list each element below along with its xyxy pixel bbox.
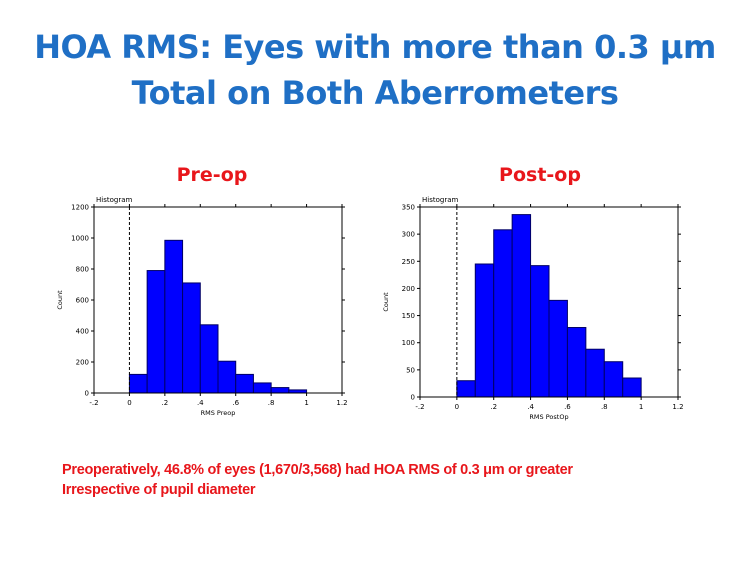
y-tick-label: 50 (406, 366, 415, 374)
histogram-bar (493, 229, 513, 398)
y-tick-label: 400 (76, 328, 89, 336)
x-tick-label: -.2 (89, 399, 98, 407)
x-tick-label: 0 (127, 399, 131, 407)
y-tick-label: 0 (85, 390, 89, 398)
slide-title-line2: Total on Both Aberrometers (131, 74, 619, 112)
x-tick-label: .4 (197, 399, 204, 407)
x-tick-label: 0 (455, 403, 459, 411)
y-tick-label: 300 (402, 231, 415, 239)
post-op-label: Post-op (499, 164, 581, 186)
x-tick-label: 1 (639, 403, 643, 411)
y-axis-label: Count (382, 292, 390, 312)
x-tick-label: 1.2 (336, 399, 347, 407)
histogram-bar (530, 265, 550, 398)
histogram-bar (622, 377, 642, 398)
x-axis-label: RMS Preop (201, 409, 236, 417)
y-tick-label: 1000 (71, 235, 89, 243)
pre-op-label: Pre-op (176, 164, 248, 186)
histogram-bar (252, 382, 272, 394)
histogram-bar (548, 299, 568, 398)
histogram-bar (270, 387, 290, 394)
plot-frame (419, 206, 679, 398)
histogram-bar (146, 270, 166, 394)
y-tick-label: 250 (402, 258, 415, 266)
slide-title: HOA RMS: Eyes with more than 0.3 μm Tota… (0, 24, 750, 116)
histogram-bar (199, 324, 219, 394)
x-tick-label: 1.2 (672, 403, 683, 411)
histogram-caption: Histogram (422, 196, 458, 204)
y-tick-label: 100 (402, 339, 415, 347)
y-axis-label: Count (56, 290, 64, 310)
histogram-bar (566, 327, 587, 398)
x-axis-label: RMS PostOp (529, 413, 568, 421)
histogram-bar (128, 373, 148, 394)
x-tick-label: .6 (232, 399, 239, 407)
note-line2: Irrespective of pupil diameter (62, 482, 256, 498)
histogram-bar (235, 373, 254, 394)
x-tick-label: .6 (564, 403, 571, 411)
histogram-bar (511, 214, 532, 398)
histogram-bar (603, 361, 624, 398)
y-tick-label: 600 (76, 297, 89, 305)
note-line1: Preoperatively, 46.8% of eyes (1,670/3,5… (62, 462, 573, 478)
histogram-bar (474, 263, 495, 398)
x-tick-label: 1 (304, 399, 308, 407)
x-tick-label: .2 (490, 403, 497, 411)
x-tick-label: .2 (162, 399, 169, 407)
y-tick-label: 200 (76, 359, 89, 367)
y-tick-label: 0 (411, 394, 415, 402)
histogram-caption: Histogram (96, 196, 132, 204)
x-tick-label: -.2 (415, 403, 424, 411)
y-tick-label: 350 (402, 204, 415, 212)
histogram-bar (182, 282, 201, 394)
x-tick-label: .8 (268, 399, 275, 407)
histogram-bar (217, 360, 237, 394)
histogram-bar (164, 239, 184, 394)
histogram-bar (456, 380, 476, 398)
x-tick-label: .4 (527, 403, 534, 411)
slide-title-line1: HOA RMS: Eyes with more than 0.3 μm (34, 28, 716, 66)
y-tick-label: 150 (402, 312, 415, 320)
x-tick-label: .8 (601, 403, 608, 411)
y-tick-label: 200 (402, 285, 415, 293)
y-tick-label: 1200 (71, 204, 89, 212)
y-tick-label: 800 (76, 266, 89, 274)
histogram-bar (585, 348, 605, 398)
